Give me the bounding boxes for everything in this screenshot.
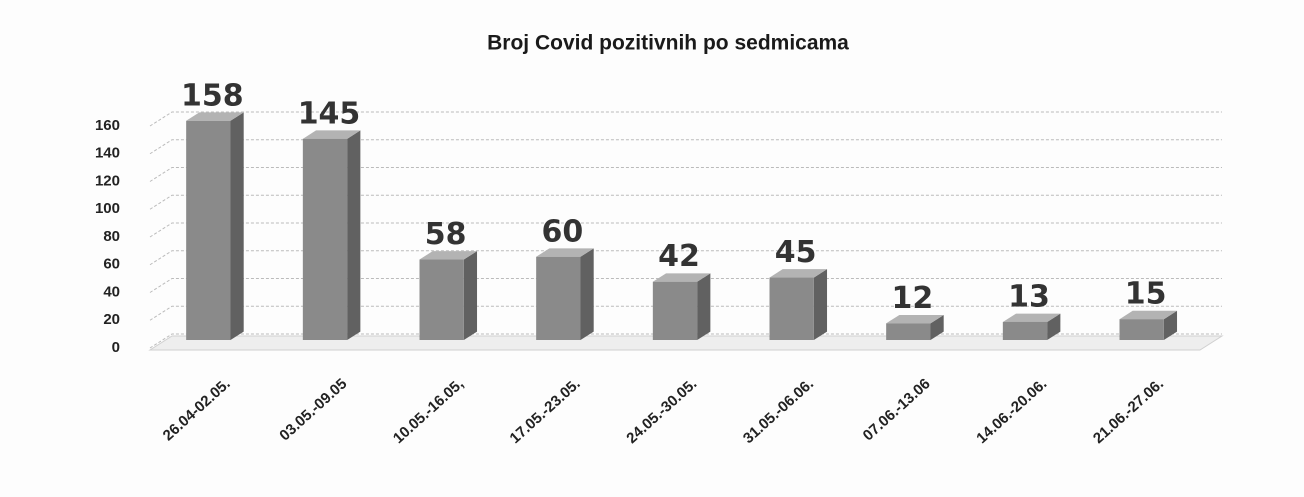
- data-label: 45: [775, 235, 817, 270]
- grid-line: [149, 333, 1222, 349]
- bar: [419, 259, 464, 340]
- bar: [886, 323, 931, 340]
- data-label: 13: [1008, 279, 1050, 314]
- y-tick-label: 140: [95, 145, 120, 162]
- grid-line: [149, 167, 1222, 182]
- bar-top: [302, 130, 361, 139]
- bar-top: [186, 112, 244, 121]
- bar-top: [1119, 310, 1178, 320]
- bar-top: [419, 251, 478, 260]
- y-tick-label: 120: [95, 172, 120, 189]
- grid-line: [149, 194, 1222, 210]
- grid-line: [149, 222, 1222, 238]
- data-label: 58: [425, 217, 467, 252]
- bar-side: [1163, 310, 1178, 340]
- data-label: 12: [891, 281, 933, 316]
- floor: [148, 335, 1224, 351]
- y-tick-label: 160: [95, 117, 120, 134]
- grid-line: [149, 278, 1222, 293]
- y-tick-label: 0: [112, 339, 120, 356]
- bar-top: [536, 248, 594, 257]
- data-label: 145: [298, 96, 361, 131]
- bar-side: [580, 248, 594, 340]
- bar-side: [930, 314, 944, 340]
- bar-top: [1002, 313, 1061, 322]
- y-tick-label: 100: [95, 200, 120, 217]
- bar-side: [697, 273, 711, 340]
- y-tick-label: 60: [103, 256, 120, 273]
- bar: [1119, 319, 1164, 340]
- bar-top: [652, 273, 711, 282]
- bar-side: [813, 269, 828, 340]
- chart-title: Broj Covid pozitivnih po sedmicama: [487, 32, 849, 55]
- y-tick-label: 20: [103, 311, 120, 328]
- grid-line: [149, 250, 1222, 266]
- bar: [769, 277, 814, 340]
- bar-side: [1047, 313, 1061, 340]
- grid-line: [149, 111, 1222, 127]
- bar-top: [769, 269, 828, 278]
- y-tick-label: 80: [103, 228, 120, 245]
- bar: [652, 281, 698, 340]
- grid-line: [149, 305, 1222, 321]
- bar-side: [463, 251, 478, 340]
- y-tick-label: 40: [103, 283, 120, 300]
- data-label: 42: [658, 239, 700, 274]
- bar-side: [347, 130, 361, 340]
- data-label: 60: [541, 214, 583, 249]
- grid-line: [149, 139, 1222, 155]
- bar-top: [886, 314, 944, 324]
- bar: [1002, 321, 1048, 340]
- bar: [536, 256, 581, 340]
- data-label: 15: [1125, 277, 1167, 312]
- bar: [186, 120, 231, 341]
- data-label: 158: [181, 78, 244, 113]
- bar-side: [230, 112, 244, 340]
- bar: [302, 138, 348, 340]
